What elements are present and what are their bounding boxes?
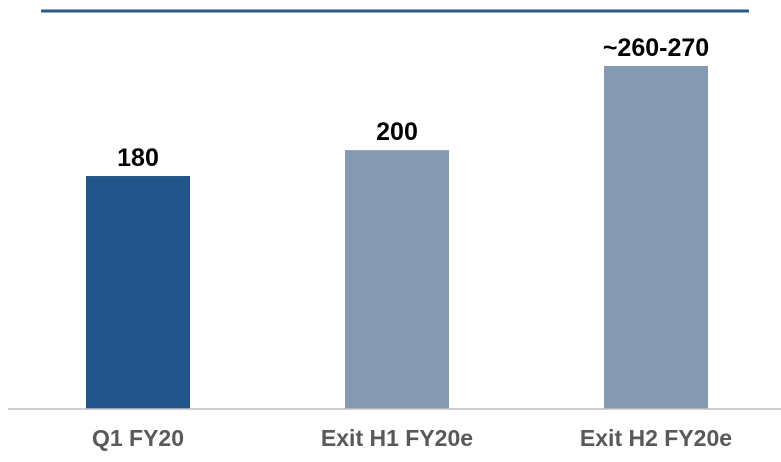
data-label-1: 180 [117,144,159,172]
category-label-3: Exit H2 FY20e [580,425,732,451]
labels-layer: 180 Q1 FY20 200 Exit H1 FY20e ~260-270 Exit H… [92,34,732,451]
data-label-2: 200 [376,118,418,146]
category-label-2: Exit H1 FY20e [321,425,473,451]
data-label-3: ~260-270 [603,34,709,62]
bars-layer [86,66,708,410]
bar-2 [345,150,449,410]
category-label-1: Q1 FY20 [92,425,184,451]
bar-3 [604,66,708,409]
bar-1 [86,176,190,409]
